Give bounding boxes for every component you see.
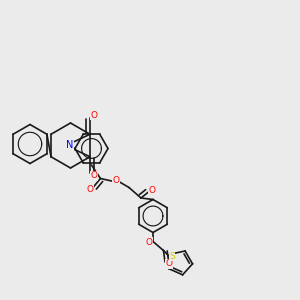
Text: O: O <box>113 176 120 185</box>
Text: O: O <box>148 186 156 195</box>
Text: O: O <box>90 111 98 120</box>
Text: O: O <box>86 185 94 194</box>
Text: S: S <box>169 252 175 261</box>
Text: N: N <box>66 140 73 151</box>
Text: O: O <box>90 171 98 180</box>
Text: O: O <box>165 259 172 268</box>
Text: O: O <box>146 238 153 247</box>
